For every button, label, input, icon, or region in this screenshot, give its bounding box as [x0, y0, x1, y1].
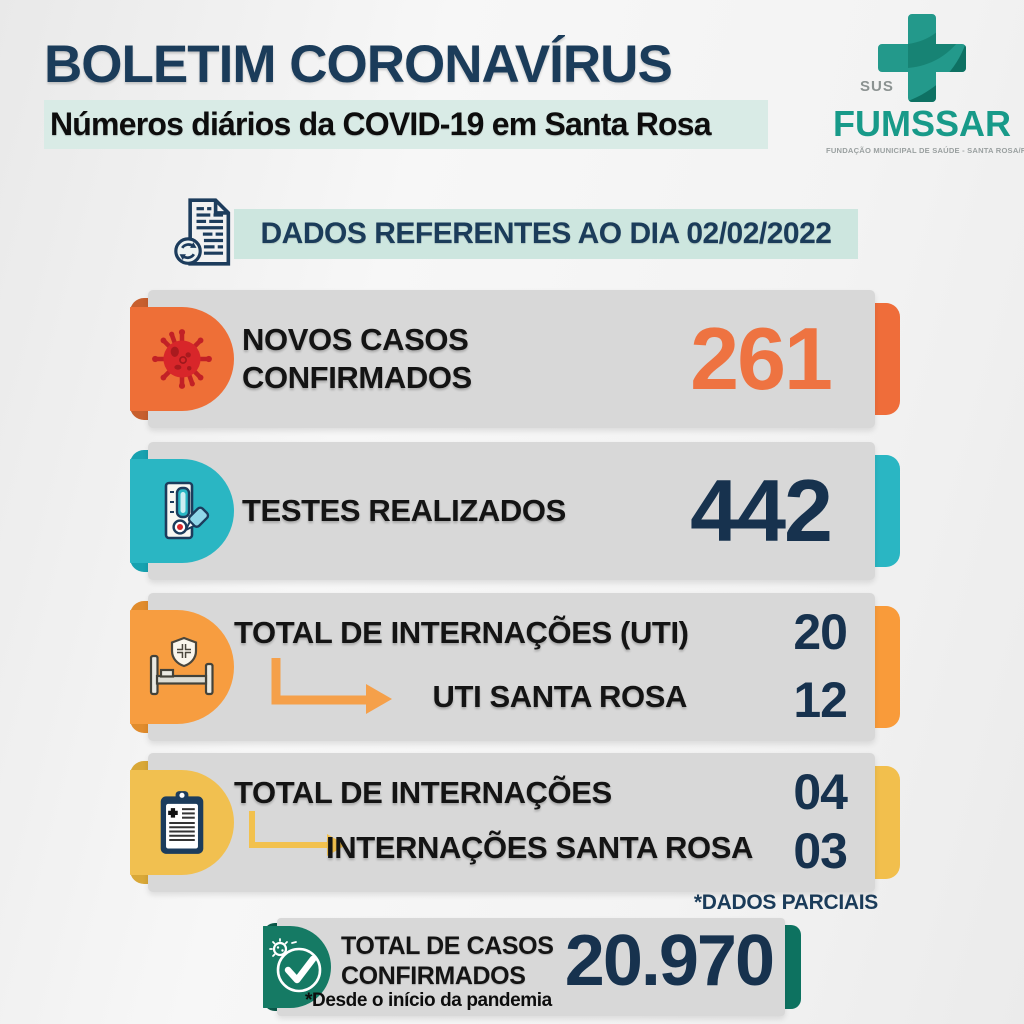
fumssar-logo: SUS FUMSSAR FUNDAÇÃO MUNICIPAL DE SAÚDE …	[826, 10, 1024, 155]
card-internacoes-uti: TOTAL DE INTERNAÇÕES (UTI) 20 UTI SANTA …	[130, 593, 900, 741]
coronavirus-icon	[152, 329, 212, 389]
total-label-line2: CONFIRMADOS	[341, 961, 526, 990]
card-internacoes: TOTAL DE INTERNAÇÕES 04 INTERNAÇÕES SANT…	[130, 753, 900, 892]
card-novos-casos: NOVOS CASOS CONFIRMADOS 261	[130, 290, 900, 428]
page-title: BOLETIM CORONAVÍRUS	[44, 35, 673, 94]
card-panel	[277, 918, 785, 1016]
check-virus-icon	[269, 938, 322, 993]
card-icon-badge	[130, 459, 234, 563]
logo-tagline: FUNDAÇÃO MUNICIPAL DE SAÚDE - SANTA ROSA…	[826, 146, 1024, 155]
total-footnote: *Desde o início da pandemia	[305, 990, 552, 1011]
total-label: TOTAL DE CASOS CONFIRMADOS	[341, 932, 554, 991]
page-subtitle: Números diários da COVID-19 em Santa Ros…	[50, 106, 712, 142]
elbow-arrow-icon	[248, 811, 348, 862]
uti-row1-value: 20	[793, 604, 848, 660]
card-label-line1: TESTES REALIZADOS	[242, 493, 566, 529]
card-icon-badge	[263, 926, 331, 1008]
page-subtitle-strip: Números diários da COVID-19 em Santa Ros…	[44, 100, 768, 149]
logo-name: FUMSSAR	[833, 103, 1011, 144]
hospital-bed-shield-icon	[149, 636, 214, 696]
total-value: 20.970	[564, 921, 775, 1002]
card-label-line2: CONFIRMADOS	[242, 360, 472, 395]
internacoes-row1-value: 04	[793, 764, 848, 820]
testes-value: 442	[690, 461, 833, 560]
card-icon-badge	[130, 770, 234, 875]
uti-row2-value: 12	[793, 672, 848, 728]
card-label-line1: NOVOS CASOS	[242, 322, 469, 358]
card-total-casos: TOTAL DE CASOS CONFIRMADOS *Desde o iníc…	[263, 918, 801, 1016]
card-icon-badge	[130, 610, 234, 724]
card-panel	[148, 593, 875, 741]
novos-casos-value: 261	[690, 309, 833, 408]
card-panel	[148, 753, 875, 892]
card-panel	[148, 442, 875, 580]
internacoes-row2-value: 03	[793, 823, 848, 879]
card-label: NOVOS CASOS CONFIRMADOS	[242, 321, 472, 397]
logo-sus-label: SUS	[860, 78, 894, 95]
card-panel	[148, 290, 875, 428]
total-label-line1: TOTAL DE CASOS	[341, 932, 554, 960]
partial-data-note: *DADOS PARCIAIS	[693, 891, 878, 914]
clipboard-icon	[160, 790, 204, 854]
logo-cross-wrap: SUS	[826, 10, 1018, 108]
card-testes: TESTES REALIZADOS 442	[130, 442, 900, 580]
card-icon-badge	[130, 307, 234, 411]
document-refresh-icon	[174, 197, 236, 272]
card-label: TESTES REALIZADOS	[242, 492, 566, 530]
date-banner: DADOS REFERENTES AO DIA 02/02/2022	[234, 209, 858, 259]
internacoes-row2-label: INTERNAÇÕES SANTA ROSA	[326, 830, 753, 865]
uti-row1-label: TOTAL DE INTERNAÇÕES (UTI)	[234, 615, 689, 650]
sus-cross-icon	[878, 14, 966, 102]
elbow-arrow-icon	[270, 658, 395, 719]
date-banner-label: DADOS REFERENTES AO DIA 02/02/2022	[260, 217, 832, 250]
uti-row2-label: UTI SANTA ROSA	[432, 679, 688, 714]
internacoes-row1-label: TOTAL DE INTERNAÇÕES	[234, 775, 612, 810]
covid-test-icon	[164, 481, 210, 540]
